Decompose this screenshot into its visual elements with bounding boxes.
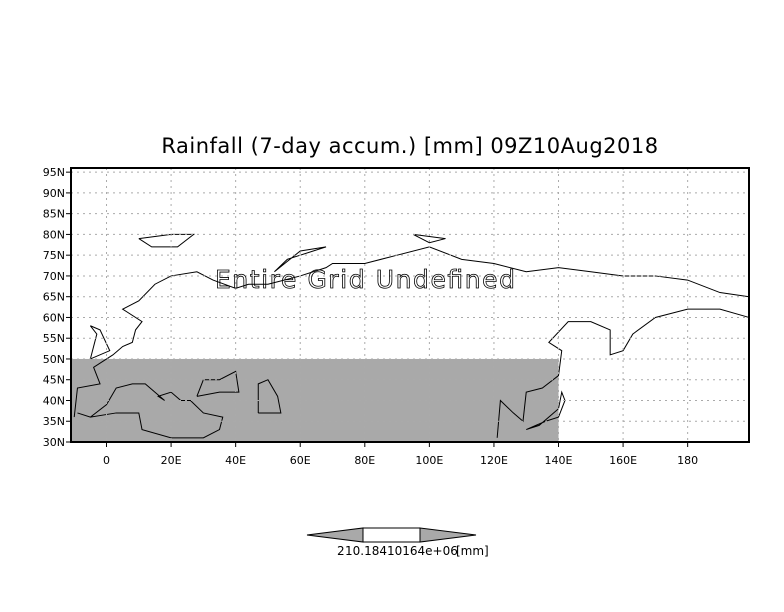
coastline-9: [412, 233, 446, 244]
shaded-data-region: [71, 358, 559, 442]
colorbar-label-3: 10164e+06: [387, 544, 458, 558]
x-tick-label: 120E: [480, 454, 508, 467]
y-tick-label: 45N: [43, 374, 65, 387]
colorbar-left-triangle: [306, 527, 364, 543]
x-tick-label: 0: [103, 454, 110, 467]
y-tick-label: 95N: [43, 166, 65, 179]
x-tick-label: 100E: [415, 454, 443, 467]
y-tick-label: 50N: [43, 353, 65, 366]
colorbar-label-2: 10.184: [345, 544, 387, 558]
y-tick-label: 80N: [43, 228, 65, 241]
coastline-4: [257, 379, 282, 414]
y-tick-label: 55N: [43, 332, 65, 345]
colorbar-box: [362, 527, 421, 543]
colorbar-label-1: 2: [337, 544, 345, 558]
y-tick-label: 70N: [43, 270, 65, 283]
x-tick-label: 40E: [225, 454, 246, 467]
x-tick-label: 180: [677, 454, 698, 467]
x-tick-label: 140E: [545, 454, 573, 467]
coastline-2: [77, 383, 224, 439]
y-tick-label: 90N: [43, 187, 65, 200]
coastline-7: [138, 233, 196, 248]
x-tick-label: 160E: [609, 454, 637, 467]
y-tick-label: 75N: [43, 249, 65, 262]
y-tick-label: 65N: [43, 291, 65, 304]
x-tick-label: 80E: [354, 454, 375, 467]
colorbar-units: [mm]: [456, 544, 489, 558]
coastline-0: [73, 246, 750, 418]
y-tick-label: 30N: [43, 436, 65, 449]
colorbar-right-triangle: [419, 527, 477, 543]
x-tick-label: 20E: [161, 454, 182, 467]
x-tick-label: 60E: [290, 454, 311, 467]
y-tick-label: 60N: [43, 311, 65, 324]
y-tick-label: 40N: [43, 394, 65, 407]
y-tick-label: 85N: [43, 208, 65, 221]
y-tick-label: 35N: [43, 415, 65, 428]
chart-title: Rainfall (7-day accum.) [mm] 09Z10Aug201…: [161, 134, 659, 158]
map-frame: [70, 167, 750, 443]
coastline-8: [274, 246, 327, 273]
colorbar: [306, 527, 477, 543]
